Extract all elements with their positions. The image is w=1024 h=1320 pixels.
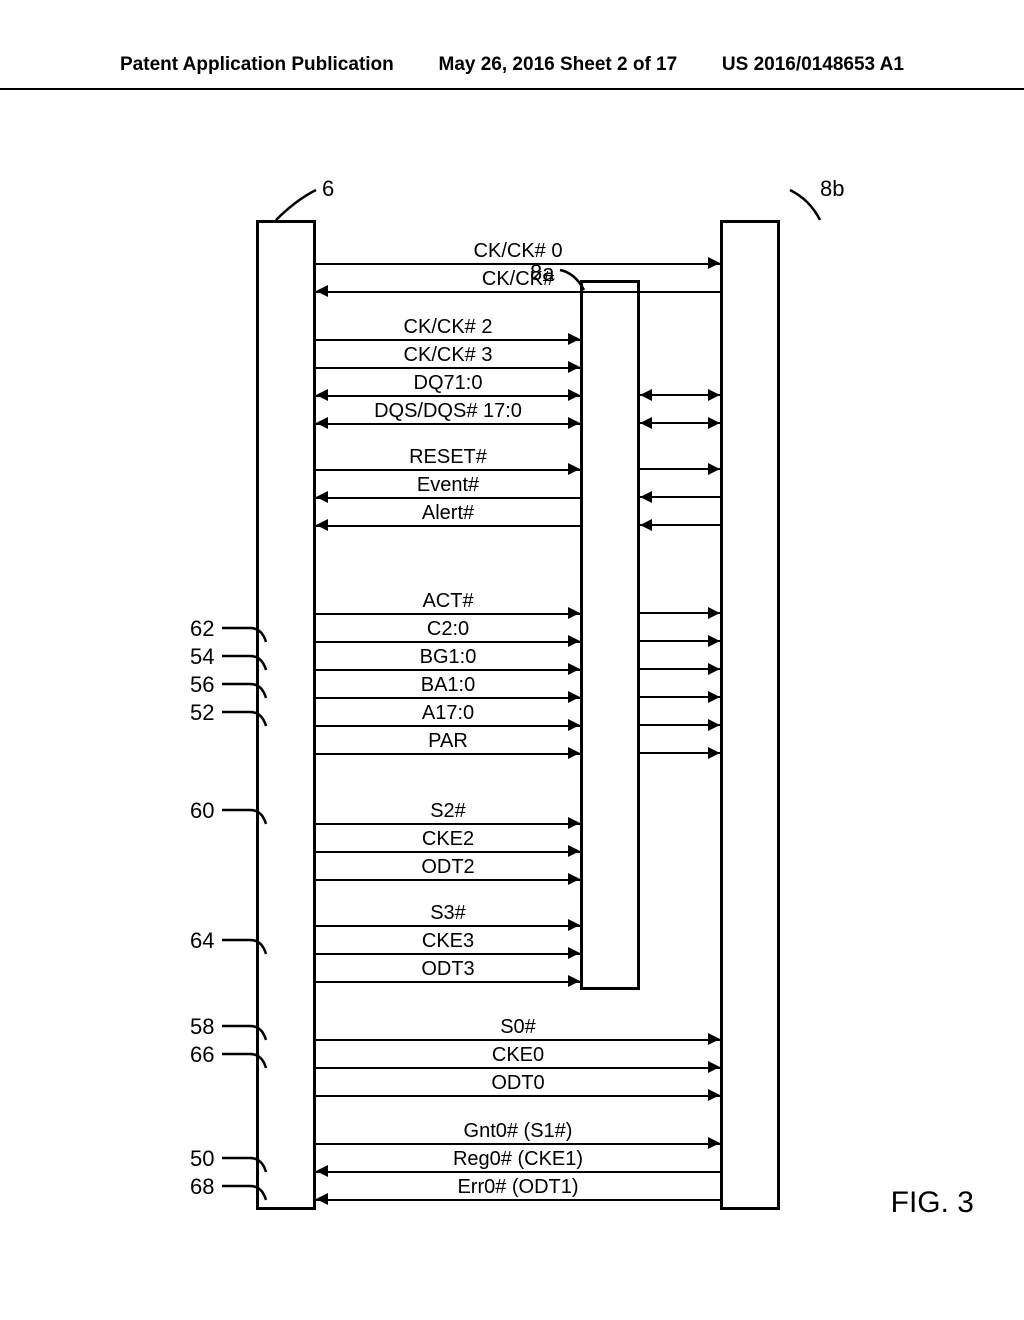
signal-refnum: 64: [190, 928, 214, 954]
signal-row: Reg0# (CKE1) 50: [0, 1148, 1024, 1176]
signal-label: S3#: [316, 902, 580, 927]
signal-label: DQS/DQS# 17:0: [316, 400, 580, 425]
signal-refnum: 66: [190, 1042, 214, 1068]
signal-refnum: 50: [190, 1146, 214, 1172]
signal-label: Reg0# (CKE1): [316, 1148, 720, 1173]
signal-row: CKE2: [0, 828, 1024, 856]
signal-row: S0# 58: [0, 1016, 1024, 1044]
signal-row: PAR: [0, 730, 1024, 758]
callout-curve-6: [276, 190, 326, 230]
signal-row: Alert#: [0, 502, 1024, 530]
signal-row: CK/CK# 2: [0, 316, 1024, 344]
signal-row: Gnt0# (S1#): [0, 1120, 1024, 1148]
signal-row: ODT3: [0, 958, 1024, 986]
signal-row: CK/CK# 3: [0, 344, 1024, 372]
arrow-left-icon: [640, 519, 652, 531]
figure-label: FIG. 3: [891, 1186, 974, 1220]
signal-row: BG1:0 54: [0, 646, 1024, 674]
signal-label: BG1:0: [316, 646, 580, 671]
arrow-left-icon: [316, 1193, 328, 1205]
arrow-left-icon: [316, 285, 328, 297]
arrow-right-icon: [708, 1089, 720, 1101]
signal-label: Event#: [316, 474, 580, 499]
signal-row: ODT2: [0, 856, 1024, 884]
signal-label: BA1:0: [316, 674, 580, 699]
arrow-left-icon: [316, 417, 328, 429]
signal-extension: [640, 496, 720, 498]
signal-row: DQS/DQS# 17:0: [0, 400, 1024, 428]
signal-refnum: 58: [190, 1014, 214, 1040]
signal-row: Event#: [0, 474, 1024, 502]
signal-refnum: 52: [190, 700, 214, 726]
signal-label: ODT3: [316, 958, 580, 983]
refnum-tick: [222, 1182, 272, 1212]
arrow-right-icon: [568, 975, 580, 987]
signal-label: CKE3: [316, 930, 580, 955]
signal-label: CKE0: [316, 1044, 720, 1069]
signal-label: DQ71:0: [316, 372, 580, 397]
arrow-right-icon: [568, 873, 580, 885]
signal-refnum: 60: [190, 798, 214, 824]
signal-label: ODT2: [316, 856, 580, 881]
signal-row: A17:0 52: [0, 702, 1024, 730]
signal-refnum: 68: [190, 1174, 214, 1200]
signal-label: CKE2: [316, 828, 580, 853]
diagram: 6 8b 8a CK/CK# 0CK/CK#CK/CK# 2CK/CK# 3DQ…: [0, 150, 1024, 1250]
signal-label: PAR: [316, 730, 580, 755]
header-center: May 26, 2016 Sheet 2 of 17: [439, 54, 678, 80]
arrow-right-icon: [568, 417, 580, 429]
signal-row: Err0# (ODT1) 68: [0, 1176, 1024, 1204]
signal-extension: [640, 524, 720, 526]
signal-label: CK/CK#: [316, 268, 720, 293]
signal-row: S2# 60: [0, 800, 1024, 828]
signal-refnum: 62: [190, 616, 214, 642]
signal-row: CK/CK# 0: [0, 240, 1024, 268]
signal-row: S3#: [0, 902, 1024, 930]
signal-row: CKE3 64: [0, 930, 1024, 958]
signal-label: RESET#: [316, 446, 580, 471]
signal-label: Alert#: [316, 502, 580, 527]
signal-label: C2:0: [316, 618, 580, 643]
signal-refnum: 56: [190, 672, 214, 698]
signal-label: Err0# (ODT1): [316, 1176, 720, 1201]
signal-label: Gnt0# (S1#): [316, 1120, 720, 1145]
arrow-right-icon: [708, 747, 720, 759]
signal-row: C2:0 62: [0, 618, 1024, 646]
signal-row: ODT0: [0, 1072, 1024, 1100]
arrow-right-icon: [568, 747, 580, 759]
signal-row: CK/CK#: [0, 268, 1024, 296]
signal-row: ACT#: [0, 590, 1024, 618]
callout-8b: 8b: [820, 176, 844, 202]
arrow-right-icon: [708, 417, 720, 429]
arrow-left-icon: [640, 417, 652, 429]
callout-6: 6: [322, 176, 334, 202]
signal-label: S2#: [316, 800, 580, 825]
signal-row: RESET#: [0, 446, 1024, 474]
signal-label: ACT#: [316, 590, 580, 615]
signal-row: BA1:0 56: [0, 674, 1024, 702]
signal-row: CKE0 66: [0, 1044, 1024, 1072]
page-header: Patent Application Publication May 26, 2…: [0, 54, 1024, 90]
signal-row: DQ71:0: [0, 372, 1024, 400]
signal-label: A17:0: [316, 702, 580, 727]
signal-label: CK/CK# 2: [316, 316, 580, 341]
signal-label: S0#: [316, 1016, 720, 1041]
arrow-left-icon: [316, 519, 328, 531]
signal-label: ODT0: [316, 1072, 720, 1097]
header-right: US 2016/0148653 A1: [722, 54, 904, 80]
signal-refnum: 54: [190, 644, 214, 670]
header-left: Patent Application Publication: [120, 54, 394, 80]
signal-label: CK/CK# 0: [316, 240, 720, 265]
signal-label: CK/CK# 3: [316, 344, 580, 369]
